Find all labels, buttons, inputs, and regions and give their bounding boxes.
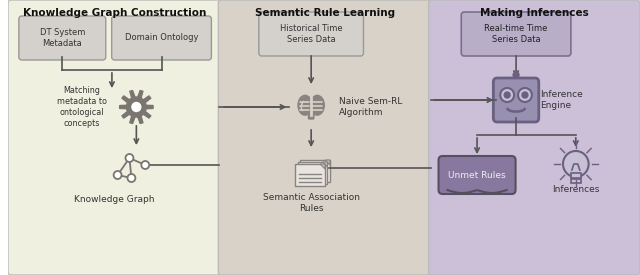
FancyBboxPatch shape	[19, 16, 106, 60]
Text: Knowledge Graph Construction: Knowledge Graph Construction	[23, 8, 206, 18]
FancyBboxPatch shape	[218, 0, 431, 275]
Text: Inferences: Inferences	[552, 186, 600, 194]
Polygon shape	[122, 111, 129, 118]
Polygon shape	[120, 105, 127, 109]
Polygon shape	[146, 105, 153, 109]
Ellipse shape	[310, 95, 324, 115]
FancyBboxPatch shape	[429, 0, 640, 275]
FancyBboxPatch shape	[461, 12, 571, 56]
Ellipse shape	[298, 95, 312, 115]
Circle shape	[114, 171, 122, 179]
Polygon shape	[138, 90, 143, 98]
Polygon shape	[122, 96, 129, 103]
Text: Unmet Rules: Unmet Rules	[448, 170, 506, 180]
Polygon shape	[138, 116, 143, 123]
Text: DT System
Metadata: DT System Metadata	[40, 28, 85, 48]
Circle shape	[125, 154, 133, 162]
Text: Semantic Association
Rules: Semantic Association Rules	[262, 193, 360, 213]
Circle shape	[127, 174, 136, 182]
Text: Historical Time
Series Data: Historical Time Series Data	[280, 24, 342, 44]
FancyBboxPatch shape	[571, 179, 580, 183]
Circle shape	[141, 161, 149, 169]
Polygon shape	[325, 160, 330, 165]
Polygon shape	[130, 90, 135, 98]
FancyBboxPatch shape	[493, 78, 539, 122]
Text: Semantic Rule Learning: Semantic Rule Learning	[255, 8, 395, 18]
Circle shape	[522, 92, 528, 98]
Text: Matching
metadata to
ontological
concepts: Matching metadata to ontological concept…	[57, 86, 107, 128]
Circle shape	[500, 88, 514, 102]
FancyBboxPatch shape	[438, 156, 516, 194]
Polygon shape	[320, 164, 325, 169]
Circle shape	[513, 72, 519, 78]
FancyBboxPatch shape	[300, 160, 330, 182]
Circle shape	[127, 97, 147, 117]
FancyBboxPatch shape	[295, 164, 325, 186]
Polygon shape	[130, 116, 135, 123]
Circle shape	[563, 151, 589, 177]
Text: Knowledge Graph: Knowledge Graph	[74, 196, 155, 205]
FancyBboxPatch shape	[298, 162, 328, 184]
FancyBboxPatch shape	[259, 12, 364, 56]
Text: Real-time Time
Series Data: Real-time Time Series Data	[484, 24, 548, 44]
Polygon shape	[143, 111, 151, 118]
FancyBboxPatch shape	[8, 0, 221, 275]
Text: Making Inferences: Making Inferences	[480, 8, 589, 18]
Circle shape	[518, 88, 532, 102]
Text: Inference
Engine: Inference Engine	[540, 90, 582, 110]
Circle shape	[132, 103, 141, 111]
FancyBboxPatch shape	[571, 173, 580, 178]
Polygon shape	[143, 96, 151, 103]
Text: Domain Ontology: Domain Ontology	[125, 34, 198, 43]
FancyBboxPatch shape	[308, 112, 314, 119]
FancyBboxPatch shape	[111, 16, 211, 60]
Text: Naive Sem-RL
Algorithm: Naive Sem-RL Algorithm	[339, 97, 402, 117]
Polygon shape	[323, 162, 328, 167]
Circle shape	[504, 92, 510, 98]
